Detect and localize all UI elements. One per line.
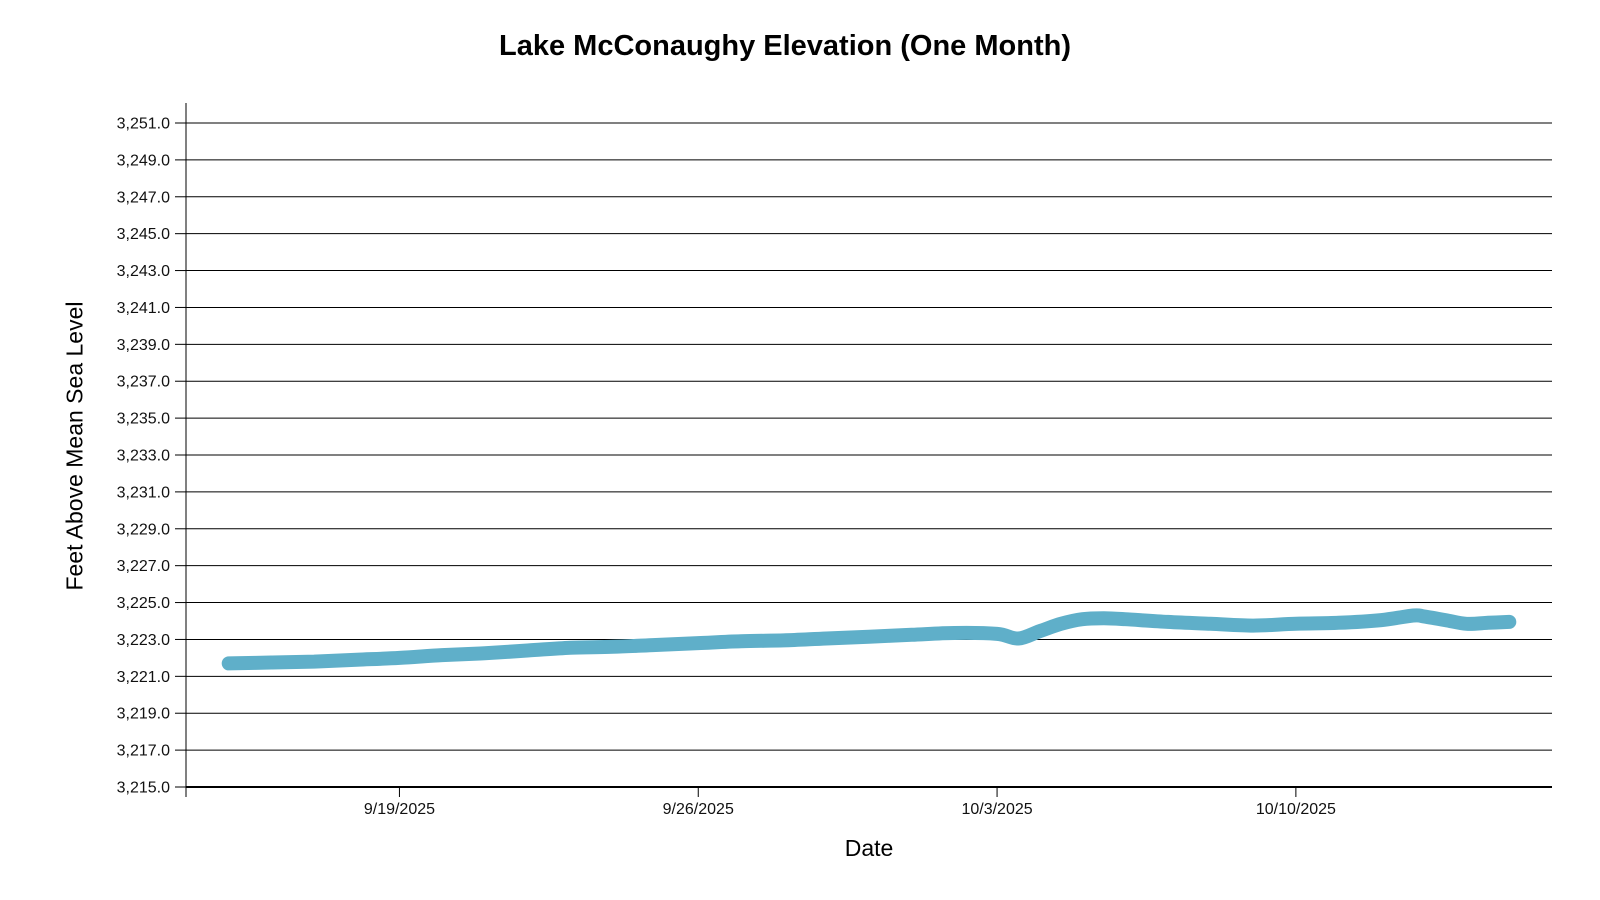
y-tick-label: 3,215.0 [117,780,170,797]
y-tick-label: 3,227.0 [117,558,170,575]
y-tick-label: 3,219.0 [117,706,170,723]
y-tick-label: 3,251.0 [117,116,170,133]
y-tick-label: 3,241.0 [117,300,170,317]
y-tick-labels: 3,215.0 3,217.0 3,219.0 3,221.0 3,223.0 3,225… [117,116,170,797]
y-tick-label: 3,247.0 [117,189,170,206]
series [221,608,1517,671]
y-tick-label: 3,233.0 [117,448,170,465]
x-tick-labels: 9/19/2025 9/26/2025 10/3/2025 10/10/2025 [364,801,1336,818]
x-tick-label: 9/26/2025 [663,801,734,818]
x-tick-label: 9/19/2025 [364,801,435,818]
axes [175,103,1297,797]
elevation-series-line[interactable] [221,608,1517,671]
y-tick-label: 3,243.0 [117,263,170,280]
y-tick-label: 3,239.0 [117,337,170,354]
y-tick-label: 3,221.0 [117,669,170,686]
y-tick-label: 3,235.0 [117,411,170,428]
x-axis-title: Date [844,835,894,861]
y-tick-label: 3,229.0 [117,521,170,538]
gridlines [186,122,1552,788]
y-tick-label: 3,231.0 [117,484,170,501]
y-tick-label: 3,249.0 [117,152,170,169]
y-tick-label: 3,237.0 [117,374,170,391]
y-tick-label: 3,217.0 [117,743,170,760]
chart-title: Lake McConaughy Elevation (One Month) [499,30,1071,62]
y-tick-label: 3,225.0 [117,595,170,612]
y-tick-label: 3,245.0 [117,226,170,243]
y-tick-label: 3,223.0 [117,632,170,649]
x-tick-label: 10/10/2025 [1256,801,1336,818]
x-tick-label: 10/3/2025 [961,801,1032,818]
